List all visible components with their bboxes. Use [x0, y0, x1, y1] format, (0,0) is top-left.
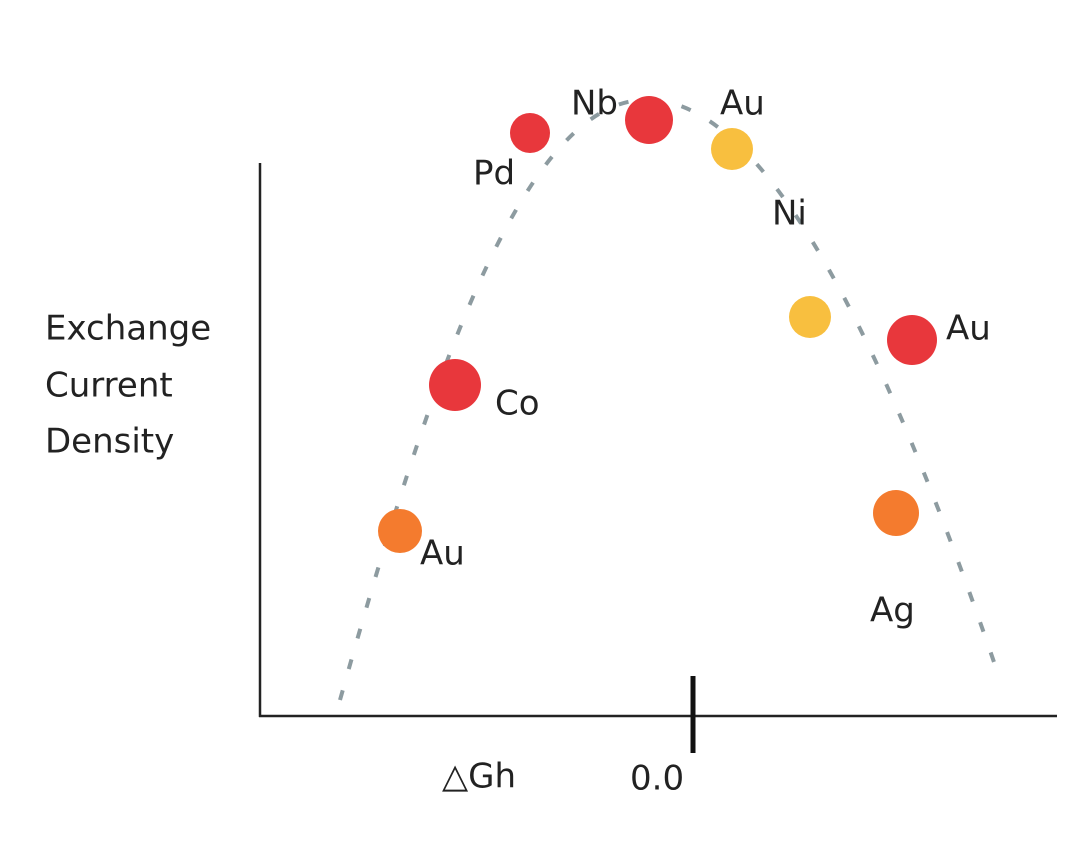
point — [711, 128, 753, 170]
point — [789, 296, 831, 338]
point — [429, 359, 481, 411]
y-axis-label: Density — [45, 422, 174, 462]
point-label: Ni — [772, 194, 807, 234]
point-label: Nb — [571, 84, 618, 124]
point-label: Pd — [473, 154, 515, 194]
x-tick-label: 0.0 — [630, 759, 684, 799]
point-label: Co — [495, 384, 540, 424]
x-axis-label: △Gh — [442, 757, 516, 797]
point-label: Au — [720, 84, 765, 124]
points: Pd Nb Au Ni Au Co Au Ag — [378, 84, 991, 631]
y-axis-label: Exchange — [45, 309, 211, 349]
point — [625, 96, 673, 144]
y-axis-label: Current — [45, 366, 173, 406]
point — [873, 490, 919, 536]
point — [510, 113, 550, 153]
point-label: Au — [420, 534, 465, 574]
point-label: Ag — [870, 591, 915, 631]
point — [378, 509, 422, 553]
point — [887, 315, 937, 365]
point-label: Au — [946, 309, 991, 349]
